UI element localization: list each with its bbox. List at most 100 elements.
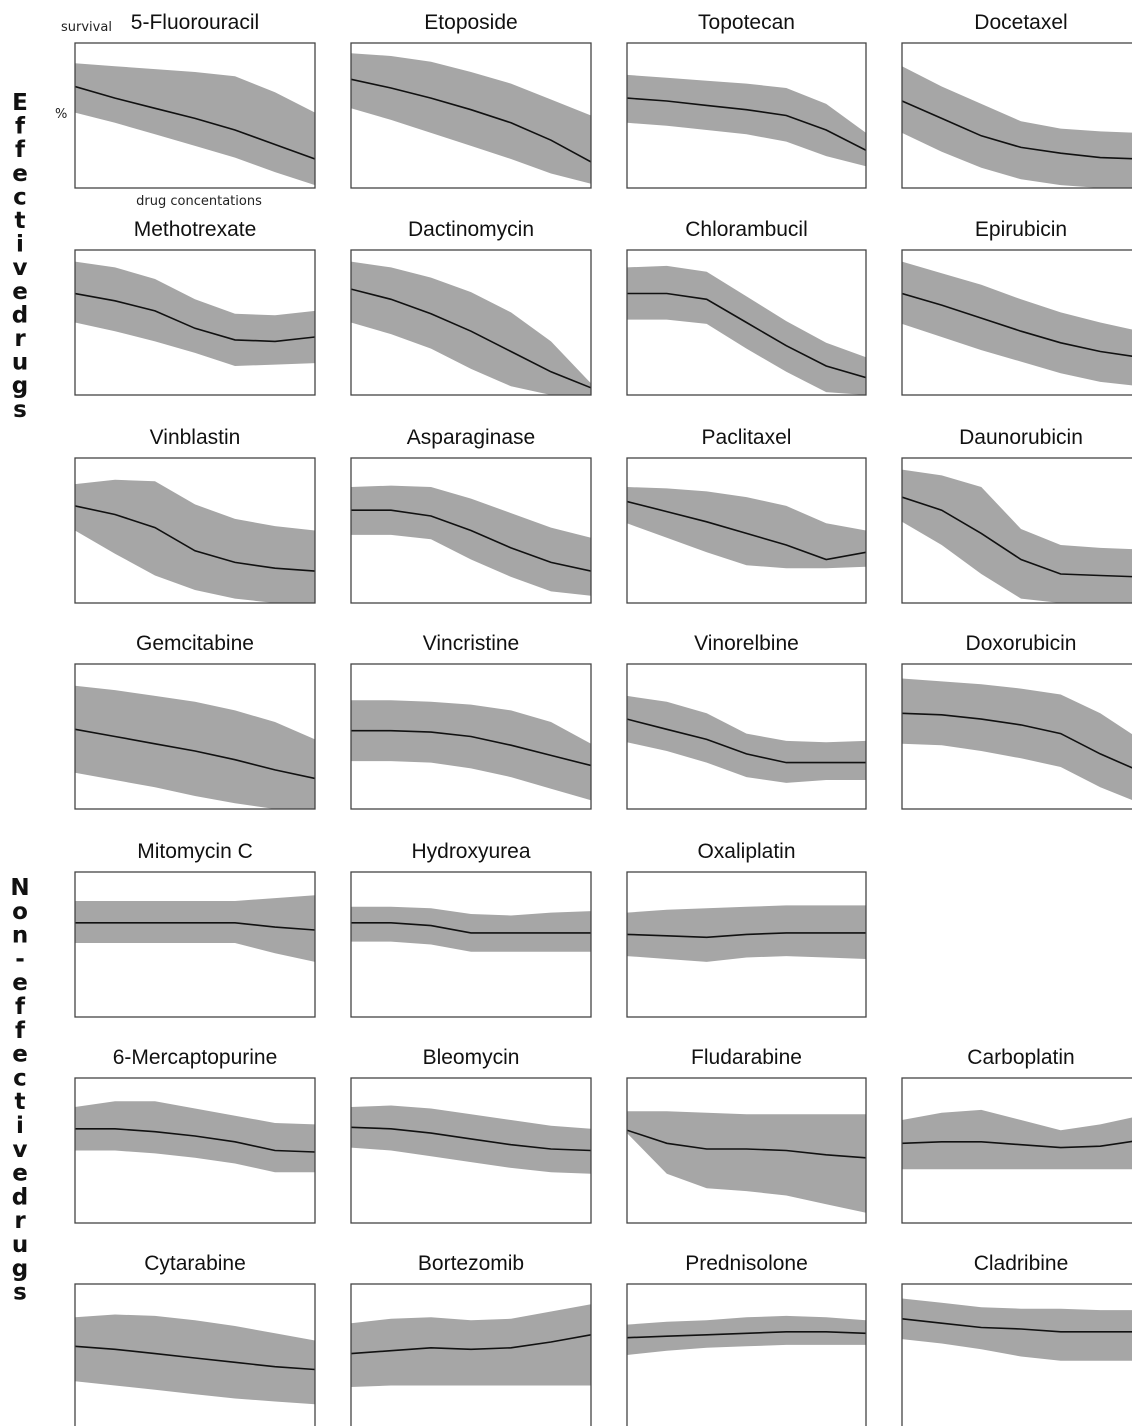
mean-survival-line bbox=[75, 505, 315, 572]
plot-frame bbox=[74, 663, 316, 810]
drug-panel: Dactinomycin bbox=[350, 218, 592, 396]
panel-title: Methotrexate bbox=[134, 218, 257, 241]
confidence-band bbox=[902, 469, 1132, 603]
panel-title: Topotecan bbox=[698, 11, 795, 34]
drug-panel: Doxorubicin bbox=[901, 632, 1132, 810]
drug-panel: Asparaginase bbox=[350, 426, 592, 604]
mean-survival-line bbox=[351, 1126, 591, 1152]
panel-title: Fludarabine bbox=[691, 1046, 802, 1069]
mean-survival-line bbox=[75, 85, 315, 160]
confidence-band bbox=[627, 1111, 866, 1213]
side-label-letter: f bbox=[15, 1018, 26, 1044]
confidence-band bbox=[351, 906, 591, 952]
confidence-band bbox=[351, 700, 591, 801]
drug-panel: Vincristine bbox=[350, 632, 592, 810]
mean-survival-line bbox=[75, 1128, 315, 1153]
mean-survival-line bbox=[902, 1140, 1132, 1149]
side-label-letter: i bbox=[16, 1113, 24, 1139]
panel-title: Bleomycin bbox=[423, 1046, 520, 1069]
side-label-letter: u bbox=[12, 1232, 28, 1258]
side-label-letter: g bbox=[12, 1256, 28, 1282]
plot-frame bbox=[350, 457, 592, 604]
side-label-letter: i bbox=[16, 232, 24, 258]
panel-title: Chlorambucil bbox=[685, 218, 808, 241]
confidence-band bbox=[627, 695, 866, 783]
confidence-band bbox=[902, 261, 1132, 386]
plot-frame bbox=[74, 1283, 316, 1426]
confidence-band bbox=[75, 63, 315, 186]
panel-title: Dactinomycin bbox=[408, 218, 534, 241]
mean-survival-line bbox=[351, 78, 591, 163]
plot-frame bbox=[350, 663, 592, 810]
drug-panel: Prednisolone bbox=[626, 1252, 867, 1426]
plot-frame bbox=[626, 249, 867, 396]
side-label-letter: s bbox=[13, 397, 27, 423]
drug-panel: Topotecan bbox=[626, 11, 867, 189]
drug-panel: Etoposide bbox=[350, 11, 592, 189]
drug-panel: Oxaliplatin bbox=[626, 840, 867, 1018]
mean-survival-line bbox=[902, 292, 1132, 357]
side-label-letter: e bbox=[12, 161, 28, 187]
plot-frame bbox=[350, 42, 592, 189]
plot-frame bbox=[901, 249, 1132, 396]
panel-title: Oxaliplatin bbox=[697, 840, 795, 863]
plot-frame bbox=[626, 457, 867, 604]
confidence-band bbox=[75, 261, 315, 366]
mean-survival-line bbox=[627, 500, 866, 561]
side-label-letter: f bbox=[15, 994, 26, 1020]
plot-frame bbox=[901, 457, 1132, 604]
drug-panel: Cladribine bbox=[901, 1252, 1132, 1426]
confidence-band bbox=[627, 74, 866, 167]
plot-frame bbox=[901, 42, 1132, 189]
mean-survival-line bbox=[627, 97, 866, 152]
drug-panel: Methotrexate bbox=[74, 218, 316, 396]
plot-frame bbox=[350, 1077, 592, 1224]
side-label-letter: v bbox=[13, 255, 28, 281]
panel-title: Carboplatin bbox=[967, 1046, 1074, 1069]
side-label-letter: d bbox=[12, 1184, 28, 1210]
side-label-letter: f bbox=[15, 114, 26, 140]
side-label-letter: g bbox=[12, 373, 28, 399]
side-label-letter: o bbox=[12, 899, 28, 925]
panel-title: Hydroxyurea bbox=[411, 840, 530, 863]
panel-title: Vinorelbine bbox=[694, 632, 799, 655]
panel-title: Docetaxel bbox=[974, 11, 1067, 34]
confidence-band bbox=[902, 66, 1132, 188]
plot-frame bbox=[626, 1283, 867, 1426]
confidence-band bbox=[351, 1304, 591, 1387]
panel-title: Bortezomib bbox=[418, 1252, 524, 1275]
side-label-letter: c bbox=[13, 184, 27, 210]
side-label-letter: s bbox=[13, 1280, 27, 1306]
drug-panel: Cytarabine bbox=[74, 1252, 316, 1426]
mean-survival-line bbox=[351, 1334, 591, 1355]
drug-panel: Carboplatin bbox=[901, 1046, 1132, 1224]
confidence-band bbox=[902, 1109, 1132, 1170]
side-label-letter: c bbox=[13, 1065, 27, 1091]
side-label-letter: e bbox=[12, 279, 28, 305]
drug-panel: Epirubicin bbox=[901, 218, 1132, 396]
side-label-letter: r bbox=[14, 1208, 26, 1234]
x-axis-label: drug concentations bbox=[136, 194, 262, 209]
panel-title: 6-Mercaptopurine bbox=[113, 1046, 278, 1069]
drug-panel: 6-Mercaptopurine bbox=[74, 1046, 316, 1224]
drug-panel: Bortezomib bbox=[350, 1252, 592, 1426]
plot-frame bbox=[901, 663, 1132, 810]
panel-title: Vinblastin bbox=[150, 426, 241, 449]
confidence-band bbox=[351, 261, 591, 395]
panel-title: Vincristine bbox=[423, 632, 520, 655]
mean-survival-line bbox=[902, 712, 1132, 769]
drug-panel: 5-Fluorouracil bbox=[74, 11, 316, 189]
panel-title: Gemcitabine bbox=[136, 632, 254, 655]
mean-survival-line bbox=[351, 288, 591, 389]
panel-title: Cladribine bbox=[974, 1252, 1069, 1275]
mean-survival-line bbox=[902, 496, 1132, 578]
confidence-band bbox=[627, 265, 866, 395]
confidence-band bbox=[75, 895, 315, 962]
confidence-band bbox=[75, 1314, 315, 1405]
side-label-letter: v bbox=[13, 1137, 28, 1163]
panel-title: Epirubicin bbox=[975, 218, 1067, 241]
panel-title: Etoposide bbox=[424, 11, 517, 34]
drug-panel: Gemcitabine bbox=[74, 632, 316, 810]
